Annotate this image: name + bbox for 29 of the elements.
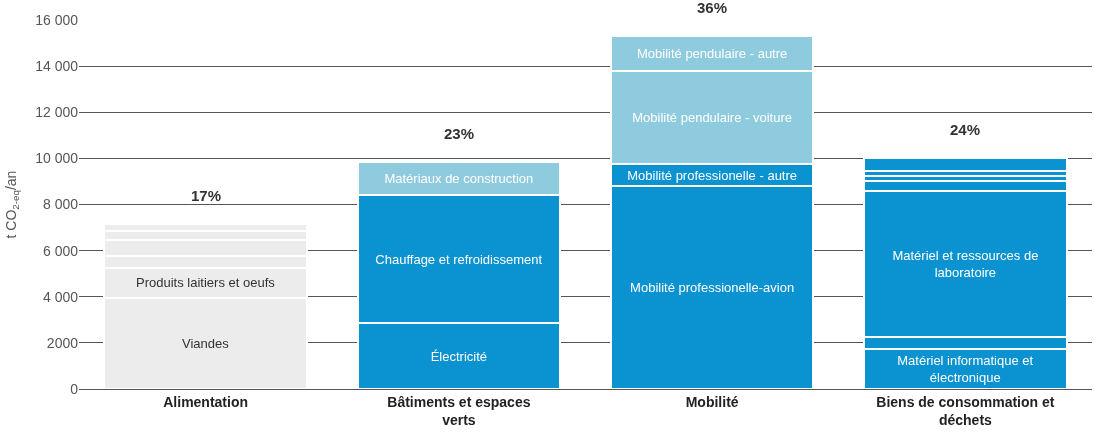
y-tick-label: 10 000 — [35, 150, 79, 167]
y-tick-label: 2000 — [46, 334, 79, 351]
data-label: Matériel informatique et électronique — [897, 352, 1034, 385]
data-label: Mobilité professionelle-avion — [630, 280, 795, 296]
annotation: 17% — [191, 187, 222, 204]
text: 36% — [697, 0, 728, 16]
y-tick-label: 8 000 — [42, 196, 79, 213]
data-label: Mobilité professionelle - autre — [627, 167, 798, 183]
annotation: 24% — [950, 121, 981, 138]
data-label: Viandes — [182, 335, 230, 351]
x-tick-label: Bâtiments et espaces verts — [387, 393, 531, 428]
x-tick-label: Biens de consommation et déchets — [876, 393, 1055, 428]
x-tick-label: Mobilité — [685, 393, 739, 410]
annotation: 23% — [444, 125, 475, 142]
data-label: Mobilité pendulaire - autre — [636, 45, 788, 61]
y-tick-label: 4 000 — [42, 288, 79, 305]
data-label: Chauffage et refroidissement — [375, 251, 543, 267]
data-label: Matériel et ressources de laboratoire — [892, 247, 1039, 280]
y-tick-label: 12 000 — [35, 104, 79, 121]
y-tick-label: 0 — [70, 380, 79, 397]
data-label: Électricité — [430, 348, 488, 364]
data-label: Mobilité pendulaire - voiture — [632, 109, 792, 125]
bar — [863, 157, 1068, 173]
y-tick-label: 6 000 — [42, 242, 79, 259]
data-label: Matériaux de construction — [384, 171, 534, 187]
y-tick-label: 16 000 — [35, 11, 79, 28]
x-tick-label: Alimentation — [163, 393, 249, 410]
data-label: Produits laitiers et oeufs — [136, 275, 276, 291]
y-tick-label: 14 000 — [35, 58, 79, 75]
